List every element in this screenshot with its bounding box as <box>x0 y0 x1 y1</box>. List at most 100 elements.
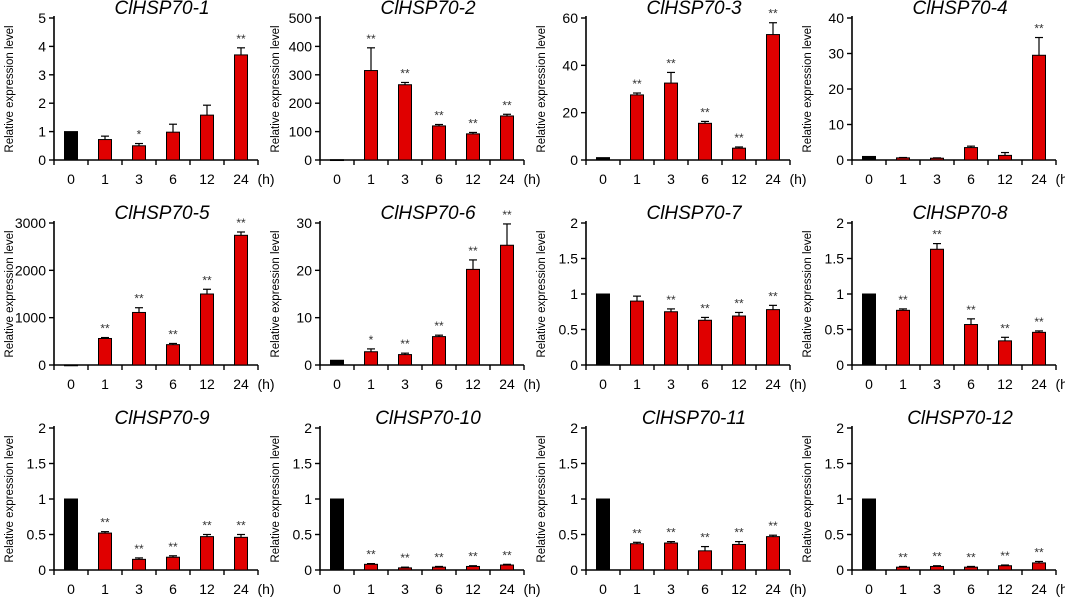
chart-panel-7: ClHSP70-7 Relative expression level 0 0.5 1 1… <box>536 203 807 392</box>
x-tick-label: 0 <box>865 171 873 187</box>
x-tick-label: 1 <box>899 171 907 187</box>
bar-1h <box>896 157 910 161</box>
x-tick-label: 3 <box>667 171 675 187</box>
bar-1h <box>896 309 910 366</box>
significance-label: ** <box>168 540 178 554</box>
x-tick-label: 12 <box>997 581 1013 597</box>
chart-title: ClHSP70-8 <box>912 203 1007 224</box>
x-tick-label: 0 <box>333 171 341 187</box>
y-tick-label: 20 <box>562 105 578 121</box>
chart-title: ClHSP70-1 <box>114 0 209 19</box>
y-tick-label: 1.5 <box>559 251 579 267</box>
chart-panel-12: ClHSP70-12 Relative expression level 0 0.5 1… <box>802 408 1065 597</box>
significance-label: ** <box>502 548 512 562</box>
y-tick-label: 0.5 <box>293 527 313 543</box>
significance-label: ** <box>1034 22 1044 36</box>
x-tick-label: 12 <box>199 376 215 392</box>
bar-24h <box>1032 562 1046 571</box>
bar-6h <box>964 324 978 366</box>
x-tick-label: 3 <box>401 376 409 392</box>
bar-3h <box>398 567 412 571</box>
y-tick-label: 2 <box>836 420 844 436</box>
y-tick-label: 20 <box>296 262 312 278</box>
y-tick-label: 0 <box>570 562 578 578</box>
chart-panel-9: ClHSP70-9 Relative expression level 0 0.5 1 1… <box>4 408 275 597</box>
x-tick-label: 1 <box>101 376 109 392</box>
bar-6h <box>432 566 446 571</box>
y-tick-label: 2 <box>38 95 46 111</box>
chart-panel-10: ClHSP70-10 Relative expression level 0 0.5 1… <box>270 408 541 597</box>
x-tick-label: 6 <box>435 171 443 187</box>
bar-6h <box>698 550 712 571</box>
bar-24h <box>500 244 514 366</box>
y-tick-label: 20 <box>828 81 844 97</box>
y-tick-label: 2 <box>570 215 578 231</box>
y-tick-label: 400 <box>289 38 313 54</box>
bar-1h <box>364 563 378 571</box>
y-axis-label: Relative expression level <box>4 230 16 357</box>
significance-label: ** <box>700 105 710 119</box>
chart-panel-5: ClHSP70-5 Relative expression level 0 1000 2… <box>4 203 275 392</box>
y-tick-label: 2 <box>304 420 312 436</box>
x-tick-label: 0 <box>599 171 607 187</box>
bar-12h <box>466 268 480 366</box>
y-tick-label: 1000 <box>15 310 46 326</box>
significance-label: ** <box>236 519 246 533</box>
bar-0h <box>330 498 344 571</box>
significance-label: ** <box>966 303 976 317</box>
bar-0h <box>64 131 78 161</box>
x-tick-label: 3 <box>933 376 941 392</box>
y-tick-label: 1 <box>570 286 578 302</box>
x-tick-label: 1 <box>633 581 641 597</box>
y-axis-label: Relative expression level <box>270 25 282 152</box>
bar-0h <box>862 498 876 571</box>
chart-title: ClHSP70-3 <box>646 0 741 19</box>
bar-12h <box>200 536 214 571</box>
bar-1h <box>630 543 644 571</box>
significance-label: ** <box>632 77 642 91</box>
x-tick-label: 0 <box>865 581 873 597</box>
x-tick-label: 12 <box>465 171 481 187</box>
x-tick-label: 12 <box>997 171 1013 187</box>
y-tick-label: 0 <box>38 152 46 168</box>
x-tick-label: 1 <box>101 171 109 187</box>
bar-1h <box>98 532 112 571</box>
bar-24h <box>234 54 248 161</box>
y-tick-label: 0 <box>38 562 46 578</box>
y-axis-label: Relative expression level <box>4 25 16 152</box>
x-unit-label: (h) <box>257 376 274 392</box>
significance-label: ** <box>468 244 478 258</box>
bar-24h <box>766 309 780 366</box>
y-tick-label: 1.5 <box>825 456 845 472</box>
bar-6h <box>166 344 180 366</box>
x-tick-label: 1 <box>367 171 375 187</box>
y-tick-label: 0 <box>304 357 312 373</box>
significance-label: ** <box>632 526 642 540</box>
y-tick-label: 1.5 <box>27 456 47 472</box>
bar-0h <box>330 159 344 162</box>
bar-12h <box>200 293 214 366</box>
y-tick-label: 1.5 <box>293 456 313 472</box>
significance-label: ** <box>400 66 410 80</box>
significance-label: ** <box>734 296 744 310</box>
bar-3h <box>132 558 146 571</box>
y-tick-label: 40 <box>562 57 578 73</box>
chart-title: ClHSP70-11 <box>642 408 746 429</box>
significance-label: ** <box>168 327 178 341</box>
bar-3h <box>398 354 412 366</box>
y-tick-label: 0 <box>304 562 312 578</box>
bar-12h <box>200 114 214 161</box>
x-tick-label: 0 <box>599 376 607 392</box>
bar-24h <box>500 115 514 161</box>
bar-6h <box>698 319 712 366</box>
x-tick-label: 3 <box>667 581 675 597</box>
x-tick-label: 1 <box>899 581 907 597</box>
y-tick-label: 30 <box>828 46 844 62</box>
bar-1h <box>364 70 378 161</box>
y-tick-label: 300 <box>289 67 313 83</box>
significance-label: ** <box>1000 549 1010 563</box>
y-axis-label: Relative expression level <box>270 230 282 357</box>
bar-12h <box>732 147 746 161</box>
x-unit-label: (h) <box>1055 581 1065 597</box>
